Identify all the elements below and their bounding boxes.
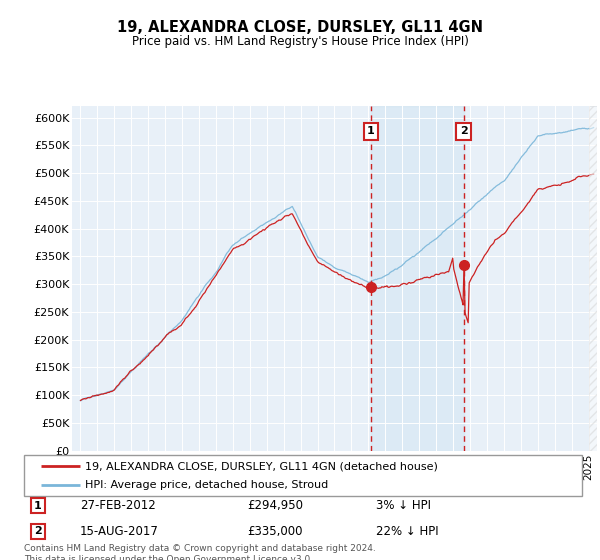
Text: 27-FEB-2012: 27-FEB-2012 xyxy=(80,499,155,512)
Text: 3% ↓ HPI: 3% ↓ HPI xyxy=(376,499,431,512)
Text: 22% ↓ HPI: 22% ↓ HPI xyxy=(376,525,438,538)
Text: 2: 2 xyxy=(34,526,42,536)
Bar xyxy=(371,106,464,451)
Text: 19, ALEXANDRA CLOSE, DURSLEY, GL11 4GN (detached house): 19, ALEXANDRA CLOSE, DURSLEY, GL11 4GN (… xyxy=(85,461,438,471)
Text: 1: 1 xyxy=(34,501,42,511)
Text: HPI: Average price, detached house, Stroud: HPI: Average price, detached house, Stro… xyxy=(85,480,329,489)
Text: £294,950: £294,950 xyxy=(247,499,303,512)
Text: £335,000: £335,000 xyxy=(247,525,303,538)
Polygon shape xyxy=(589,106,597,451)
Text: Contains HM Land Registry data © Crown copyright and database right 2024.
This d: Contains HM Land Registry data © Crown c… xyxy=(24,544,376,560)
Text: 15-AUG-2017: 15-AUG-2017 xyxy=(80,525,158,538)
Text: Price paid vs. HM Land Registry's House Price Index (HPI): Price paid vs. HM Land Registry's House … xyxy=(131,35,469,48)
Text: 2: 2 xyxy=(460,127,467,137)
Text: 1: 1 xyxy=(367,127,375,137)
FancyBboxPatch shape xyxy=(24,455,582,496)
Text: 19, ALEXANDRA CLOSE, DURSLEY, GL11 4GN: 19, ALEXANDRA CLOSE, DURSLEY, GL11 4GN xyxy=(117,20,483,35)
